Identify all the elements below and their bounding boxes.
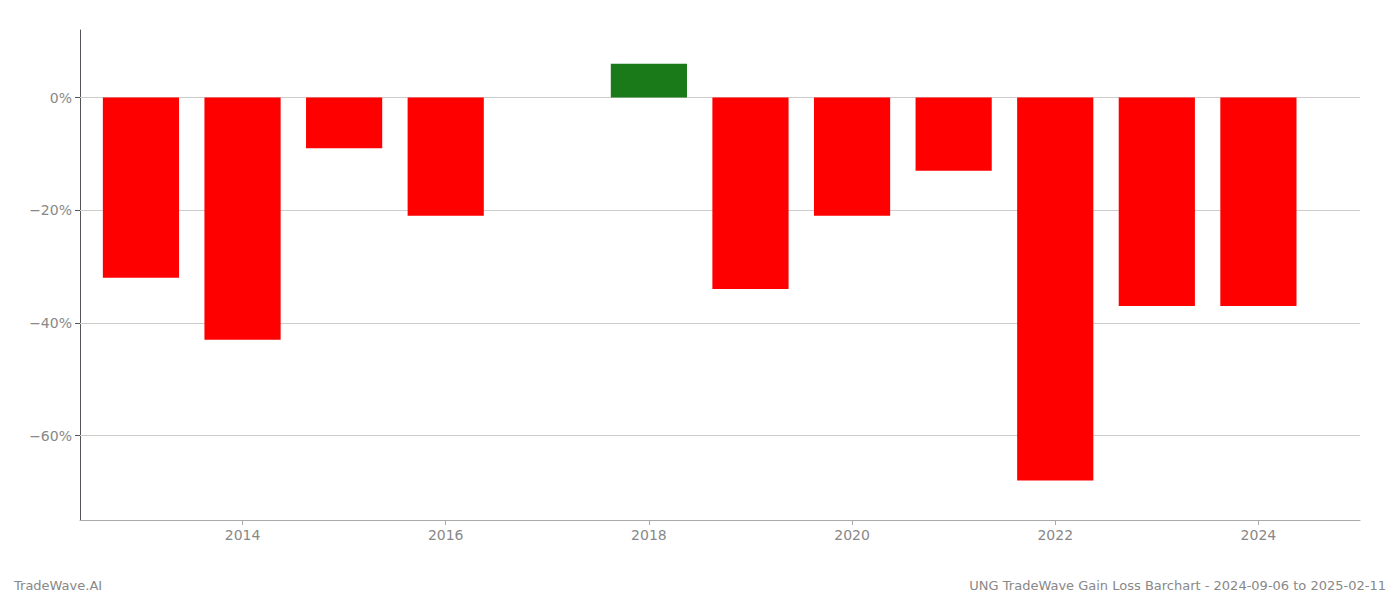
- svg-text:TradeWave.AI: TradeWave.AI: [13, 578, 102, 593]
- svg-text:0%: 0%: [50, 90, 72, 106]
- svg-text:2020: 2020: [834, 527, 870, 543]
- svg-text:2022: 2022: [1037, 527, 1073, 543]
- svg-text:2018: 2018: [631, 527, 667, 543]
- svg-text:−60%: −60%: [29, 428, 72, 444]
- svg-text:UNG TradeWave Gain Loss Barcha: UNG TradeWave Gain Loss Barchart - 2024-…: [969, 578, 1386, 593]
- svg-text:2014: 2014: [225, 527, 261, 543]
- svg-text:2024: 2024: [1241, 527, 1277, 543]
- svg-text:2016: 2016: [428, 527, 464, 543]
- svg-text:−20%: −20%: [29, 202, 72, 218]
- svg-text:−40%: −40%: [29, 315, 72, 331]
